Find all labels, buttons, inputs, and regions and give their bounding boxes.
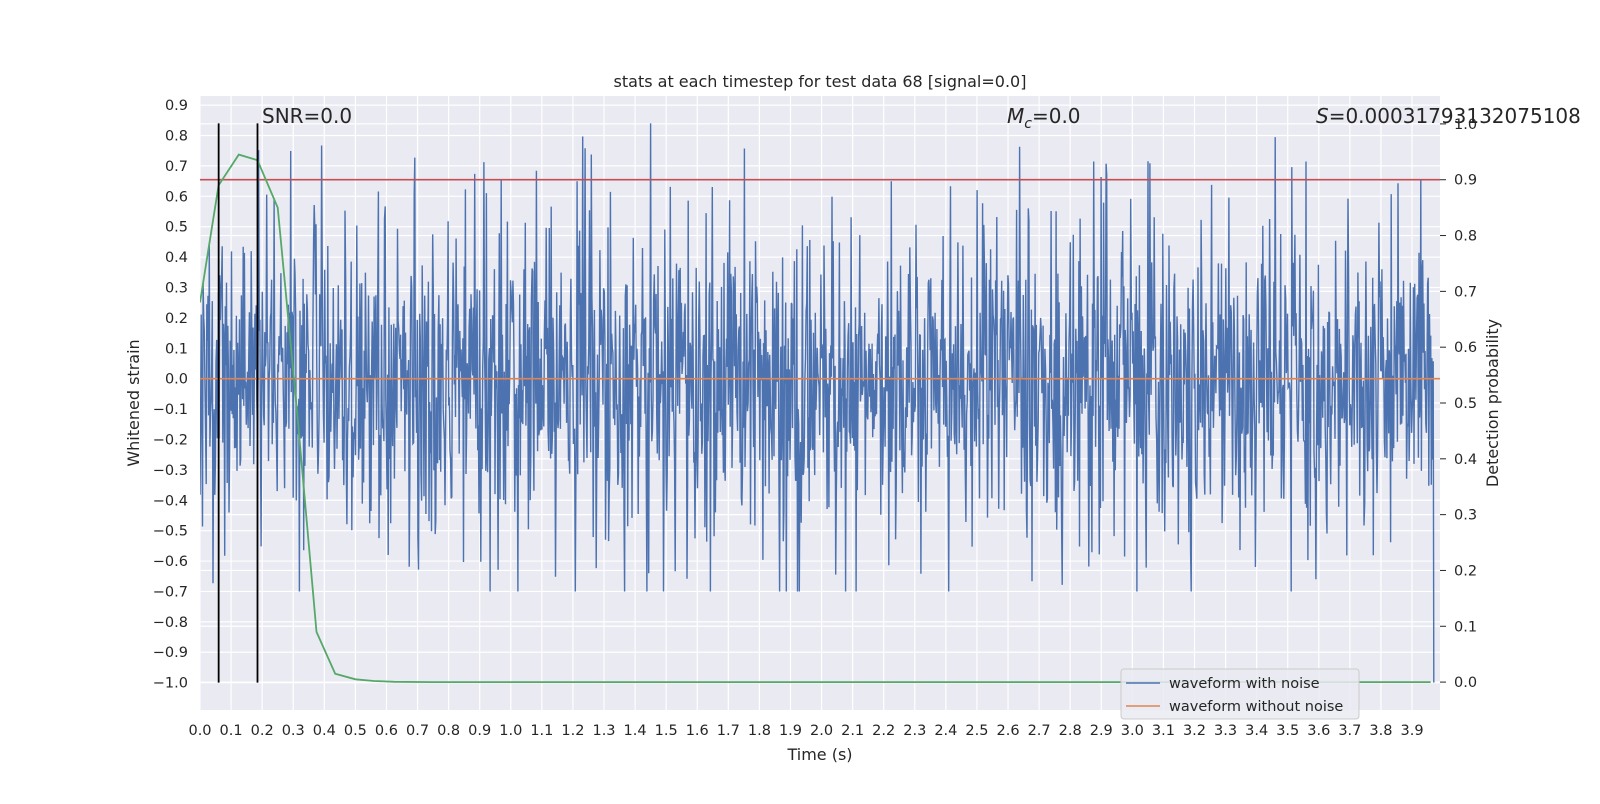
x-tick-label: 1.0 [499, 723, 522, 739]
x-tick-label: 1.3 [592, 723, 615, 739]
x-tick-label: 2.6 [996, 723, 1019, 739]
series-detection-probability [200, 153, 1431, 683]
legend-label-noise: waveform with noise [1169, 676, 1320, 692]
x-tick-label: 2.0 [810, 723, 833, 739]
y-tick-label: 0.5 [165, 220, 188, 236]
y2-tick-label: 0.2 [1454, 563, 1477, 579]
x-tick-label: 1.4 [624, 723, 647, 739]
y-axis-label: Whitened strain [124, 339, 143, 466]
y-axis-ticks: 0.9 0.8 0.7 0.6 0.5 0.4 0.3 0.2 0.1 0.0 −0.1 −0.2 −0… [153, 98, 188, 692]
x-tick-label: 3.0 [1121, 723, 1144, 739]
x-tick-label: 0.4 [313, 723, 336, 739]
y2-tick-label: 0.0 [1454, 675, 1477, 691]
y-tick-label: 0.8 [165, 129, 188, 145]
x-tick-label: 3.2 [1183, 723, 1206, 739]
y-tick-label: 0.3 [165, 280, 188, 296]
x-tick-label: 2.7 [1028, 723, 1051, 739]
y-tick-label: 0.7 [165, 159, 188, 175]
y2-tick-label: 1.0 [1454, 117, 1477, 133]
y-tick-label: −0.5 [153, 524, 188, 540]
y2-tick-label: 0.1 [1454, 619, 1477, 635]
x-tick-label: 1.8 [748, 723, 771, 739]
x-tick-label: 3.8 [1369, 723, 1392, 739]
y-tick-label: 0.4 [165, 250, 188, 266]
x-tick-label: 2.3 [903, 723, 926, 739]
x-tick-label: 2.8 [1059, 723, 1082, 739]
x-tick-label: 1.1 [530, 723, 553, 739]
x-tick-label: 2.9 [1090, 723, 1113, 739]
event-markers [217, 123, 259, 683]
y2-axis-label: Detection probability [1483, 319, 1502, 487]
x-tick-label: 1.6 [686, 723, 709, 739]
x-tick-label: 0.6 [375, 723, 398, 739]
y2-tick-label: 0.5 [1454, 396, 1477, 412]
snr-annotation: SNR=0.0 [262, 104, 352, 128]
y2-axis-ticks: 1.0 0.9 0.8 0.7 0.6 0.5 0.4 0.3 0.2 0.1 0.0 [1440, 117, 1477, 691]
plot-area [200, 123, 1440, 683]
y-tick-label: 0.1 [165, 341, 188, 357]
x-tick-label: 1.9 [779, 723, 802, 739]
x-tick-label: 0.2 [251, 723, 274, 739]
x-tick-label: 0.0 [188, 723, 211, 739]
y-tick-label: 0.2 [165, 311, 188, 327]
x-tick-label: 2.4 [934, 723, 957, 739]
legend-box [1120, 668, 1360, 720]
y-tick-label: −0.4 [153, 493, 188, 509]
chirp-mass-annotation: Mc=0.0 [1007, 104, 1081, 132]
y-tick-label: −0.3 [153, 463, 188, 479]
y-tick-label: −0.1 [153, 402, 188, 418]
y-tick-label: 0.0 [165, 372, 188, 388]
x-tick-label: 0.5 [344, 723, 367, 739]
x-tick-label: 0.9 [468, 723, 491, 739]
x-tick-label: 1.2 [561, 723, 584, 739]
y-tick-label: 0.6 [165, 189, 188, 205]
x-axis-ticks: 0.0 0.1 0.2 0.3 0.4 0.5 0.6 0.7 0.8 0.9 1.0 1.1 1.2 1… [188, 723, 1423, 739]
y2-tick-label: 0.4 [1454, 452, 1477, 468]
x-tick-label: 3.1 [1152, 723, 1175, 739]
x-tick-label: 1.7 [717, 723, 740, 739]
legend-label-clean: waveform without noise [1169, 699, 1343, 715]
x-tick-label: 0.3 [282, 723, 305, 739]
x-tick-label: 1.5 [655, 723, 678, 739]
x-tick-label: 3.7 [1338, 723, 1361, 739]
x-axis-label: Time (s) [786, 745, 852, 764]
x-tick-label: 2.1 [841, 723, 864, 739]
x-tick-label: 3.5 [1276, 723, 1299, 739]
x-tick-label: 3.9 [1400, 723, 1423, 739]
y2-tick-label: 0.7 [1454, 284, 1477, 300]
y-tick-label: −1.0 [153, 676, 188, 692]
y-tick-label: −0.8 [153, 615, 188, 631]
x-tick-label: 3.6 [1307, 723, 1330, 739]
x-tick-label: 0.1 [220, 723, 243, 739]
chart-title: stats at each timestep for test data 68 … [614, 72, 1027, 91]
y2-tick-label: 0.9 [1454, 173, 1477, 189]
y-tick-label: −0.7 [153, 584, 188, 600]
y-tick-label: −0.9 [153, 645, 188, 661]
y2-tick-label: 0.6 [1454, 340, 1477, 356]
y2-tick-label: 0.3 [1454, 508, 1477, 524]
x-tick-label: 2.5 [965, 723, 988, 739]
y-tick-label: −0.6 [153, 554, 188, 570]
x-tick-label: 2.2 [872, 723, 895, 739]
x-tick-label: 3.4 [1245, 723, 1268, 739]
legend: waveform with noise waveform without noi… [1120, 668, 1360, 720]
y-tick-label: −0.2 [153, 432, 188, 448]
x-tick-label: 0.8 [437, 723, 460, 739]
x-tick-label: 3.3 [1214, 723, 1237, 739]
y-tick-label: 0.9 [165, 98, 188, 114]
s-annotation: S=0.00031793132075108 [1316, 104, 1581, 128]
y2-tick-label: 0.8 [1454, 229, 1477, 245]
x-tick-label: 0.7 [406, 723, 429, 739]
